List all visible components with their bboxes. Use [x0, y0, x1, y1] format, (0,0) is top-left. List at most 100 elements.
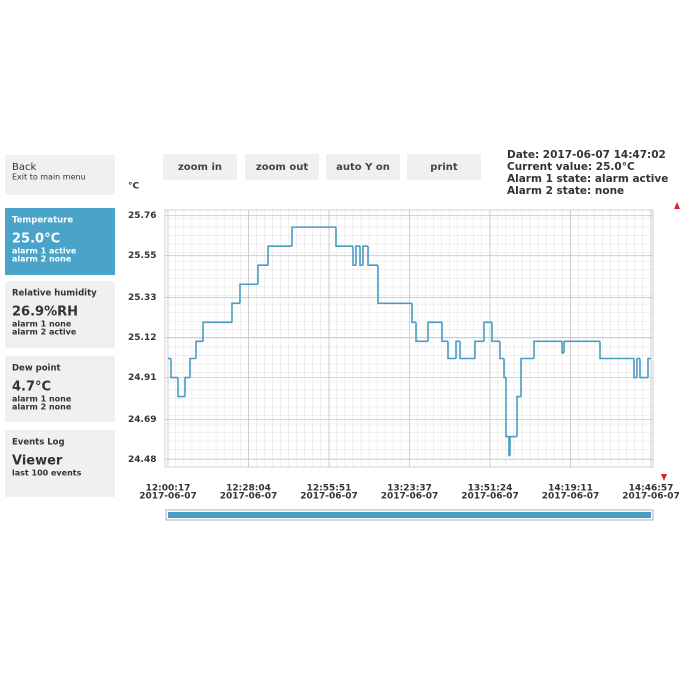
x-tick-date: 2017-06-07: [622, 492, 680, 502]
line-step: [441, 322, 448, 343]
status-line: Current value: 25.0°C: [507, 161, 635, 173]
line-step: [639, 358, 649, 379]
sidebar-item-title: Back: [12, 162, 36, 173]
line-step: [411, 303, 417, 324]
button-bg: [245, 154, 319, 180]
sidebar-item-bg: [5, 208, 115, 275]
line-step: [231, 302, 241, 323]
toolbar-button[interactable]: zoom out: [245, 154, 319, 180]
status-line: Date: 2017-06-07 14:47:02: [507, 149, 666, 161]
toolbar: zoom in zoom out auto Y on print: [163, 154, 481, 180]
sidebar-item-bg: [5, 281, 115, 348]
line-step: [359, 246, 363, 267]
x-tick-label: 12:00:17: [146, 484, 191, 494]
sidebar-item-bg: [5, 356, 115, 422]
line-step: [459, 341, 475, 360]
line-step: [415, 322, 428, 343]
button-bg: [407, 154, 481, 180]
line-step: [355, 245, 360, 266]
sidebar-item-value: Viewer: [12, 454, 63, 469]
line-step: [474, 340, 484, 359]
y-tick-label: 24.48: [128, 455, 156, 465]
y-tick-label: 24.91: [128, 373, 156, 383]
line-step: [561, 341, 565, 354]
scrollbar-thumb[interactable]: [168, 512, 651, 518]
sidebar-item-line: alarm 1 active: [12, 247, 77, 256]
line-step: [599, 341, 634, 360]
sidebar-item-line: alarm 2 none: [12, 255, 72, 264]
line-step: [427, 321, 443, 342]
status-line: Alarm 1 state: alarm active: [507, 173, 668, 185]
line-step: [362, 245, 369, 266]
sidebar-item-line: alarm 2 active: [12, 328, 77, 337]
y-tick-label: 25.33: [128, 293, 156, 303]
line-step: [505, 377, 509, 438]
line-step: [636, 357, 640, 378]
line-step: [202, 321, 232, 342]
toolbar-button[interactable]: zoom in: [163, 154, 237, 180]
sidebar-item-bg: [5, 430, 115, 497]
x-tick-label: 14:19:11: [548, 484, 593, 494]
sidebar-item-title: Relative humidity: [12, 289, 97, 299]
line-step: [633, 358, 637, 379]
sidebar-item-value: 26.9%RH: [12, 305, 78, 320]
line-step: [563, 340, 600, 353]
sidebar-item-line: Exit to main menu: [12, 173, 86, 182]
x-tick-label: 13:23:37: [387, 484, 432, 494]
sidebar-item-title: Events Log: [12, 438, 65, 448]
line-step: [177, 377, 186, 398]
scroll-up-arrow[interactable]: [674, 202, 680, 209]
button-label: auto Y on: [336, 162, 390, 173]
y-tick-label: 25.55: [128, 251, 156, 261]
scroll-down-arrow[interactable]: [661, 474, 667, 481]
line-step: [483, 321, 492, 342]
x-tick-date: 2017-06-07: [381, 492, 439, 502]
minor-grid: [165, 210, 653, 467]
x-tick-label: 12:28:04: [226, 484, 271, 494]
line-step: [520, 357, 535, 397]
line-step: [291, 226, 336, 247]
line-step: [447, 341, 457, 360]
line-step: [189, 357, 197, 378]
line-step: [377, 265, 413, 305]
x-tick-date: 2017-06-07: [542, 492, 600, 502]
line-step: [499, 341, 505, 360]
button-label: print: [430, 162, 458, 173]
line-step: [533, 340, 563, 359]
line-step: [170, 358, 178, 379]
toolbar-button[interactable]: auto Y on: [326, 154, 400, 180]
x-tick-label: 12:55:51: [307, 484, 352, 494]
x-tick-date: 2017-06-07: [139, 492, 197, 502]
line-step: [367, 246, 379, 267]
sidebar-item-value: 4.7°C: [12, 380, 51, 395]
line-step: [257, 264, 268, 285]
sidebar-item-line: alarm 2 none: [12, 403, 72, 412]
sidebar-item-value: 25.0°C: [12, 232, 60, 247]
x-tick-date: 2017-06-07: [220, 492, 278, 502]
line-step: [267, 245, 292, 266]
sidebar-item-line: alarm 1 none: [12, 395, 72, 404]
y-unit: °C: [128, 182, 140, 192]
button-label: zoom in: [178, 162, 222, 173]
status-line: Alarm 2 state: none: [507, 185, 624, 197]
sidebar-item-title: Dew point: [12, 364, 61, 374]
x-tick-date: 2017-06-07: [300, 492, 358, 502]
line-step: [335, 227, 353, 247]
toolbar-button[interactable]: print: [407, 154, 481, 180]
line-step: [195, 340, 204, 359]
button-bg: [163, 154, 237, 180]
y-tick-label: 24.69: [128, 415, 156, 425]
line-step: [491, 322, 500, 343]
sidebar-item-bg: [5, 155, 115, 195]
x-tick-label: 13:51:24: [468, 484, 513, 494]
x-tick-date: 2017-06-07: [461, 492, 519, 502]
button-bg: [326, 154, 400, 180]
